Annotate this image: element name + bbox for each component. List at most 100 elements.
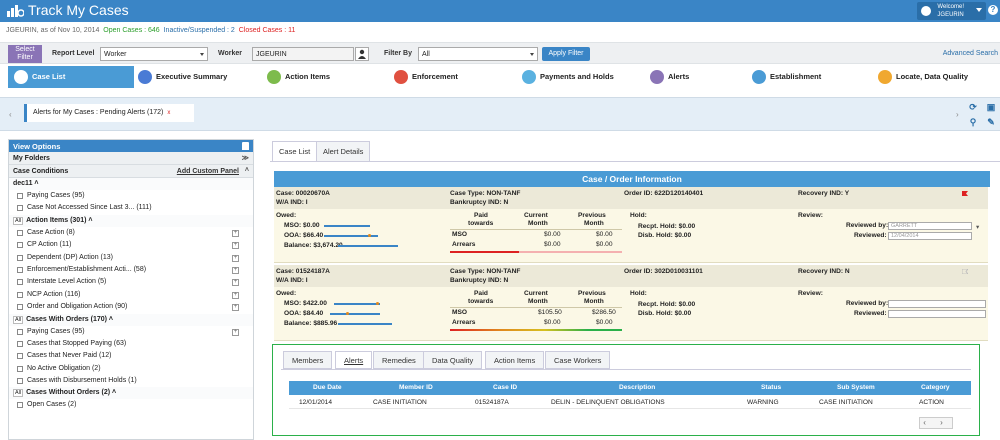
- apply-filter-button[interactable]: Apply Filter: [542, 47, 590, 61]
- nav-locate-data-quality[interactable]: Locate, Data Quality: [878, 66, 1000, 88]
- list-item[interactable]: CP Action (11) +: [9, 239, 253, 251]
- closed-cases-link[interactable]: Closed Cases : 11: [238, 27, 296, 34]
- inactive-cases-link[interactable]: Inactive/Suspended : 2: [163, 27, 235, 34]
- reviewed-by-input[interactable]: GARRETT: [888, 222, 972, 230]
- nav-alerts[interactable]: Alerts: [650, 66, 746, 88]
- location-pin-icon: [878, 70, 892, 84]
- refresh-icon[interactable]: ⟳: [969, 102, 977, 112]
- list-item[interactable]: Dependent (DP) Action (13) +: [9, 252, 253, 264]
- reviewed-date-input[interactable]: [888, 310, 986, 318]
- advanced-search-link[interactable]: Advanced Search: [942, 50, 998, 57]
- flag-icon[interactable]: [962, 269, 968, 274]
- case-type: Case Type: NON-TANF: [450, 190, 521, 197]
- nav-enforcement[interactable]: Enforcement: [394, 66, 512, 88]
- add-custom-panel-link[interactable]: Add Custom Panel: [176, 168, 239, 175]
- search-icon[interactable]: ⚲: [969, 117, 977, 127]
- expand-icon[interactable]: +: [232, 266, 239, 274]
- tab-remedies[interactable]: Remedies: [373, 351, 425, 369]
- nav-action-items[interactable]: Action Items: [267, 66, 385, 88]
- worker-lookup-button[interactable]: [355, 47, 369, 61]
- lock-icon[interactable]: [242, 142, 249, 150]
- save-icon[interactable]: ▣: [986, 102, 996, 112]
- mso-bar: [334, 303, 380, 305]
- list-item[interactable]: Case Action (8) +: [9, 227, 253, 239]
- list-item[interactable]: Cases that Never Paid (12): [9, 350, 253, 362]
- checkbox[interactable]: [17, 402, 23, 409]
- checkbox[interactable]: [17, 193, 23, 199]
- list-item[interactable]: Enforcement/Establishment Acti... (58) +: [9, 264, 253, 276]
- checkbox[interactable]: [17, 378, 23, 385]
- checkbox[interactable]: [17, 205, 23, 212]
- checkbox[interactable]: [17, 266, 23, 273]
- checkbox[interactable]: [17, 254, 23, 261]
- expand-icon[interactable]: +: [232, 304, 239, 312]
- flag-icon[interactable]: [962, 191, 968, 196]
- home-icon: [138, 70, 152, 84]
- recovery-ind: Recovery IND: Y: [798, 190, 850, 197]
- expand-icon[interactable]: +: [232, 279, 239, 287]
- list-item[interactable]: Order and Obligation Action (90) +: [9, 301, 253, 313]
- list-item[interactable]: Case Not Accessed Since Last 3... (111): [9, 202, 253, 214]
- nav-payments-holds[interactable]: Payments and Holds: [522, 66, 640, 88]
- expand-icon[interactable]: +: [232, 328, 239, 336]
- table-row[interactable]: 12/01/2014 CASE INITIATION 01524187A DEL…: [289, 395, 971, 409]
- list-item[interactable]: Cases that Stopped Paying (63): [9, 338, 253, 350]
- filter-by-select[interactable]: All: [418, 47, 538, 61]
- case-card[interactable]: Case: 00020670A W/A IND: I Case Type: NO…: [274, 187, 988, 263]
- tab-alerts[interactable]: Alerts: [335, 351, 373, 369]
- nav-executive-summary[interactable]: Executive Summary: [138, 66, 256, 88]
- report-level-select[interactable]: Worker: [100, 47, 208, 61]
- expand-icon[interactable]: +: [232, 229, 239, 237]
- reviewed-by-input[interactable]: [888, 300, 986, 308]
- chevron-right-icon[interactable]: ›: [956, 110, 959, 119]
- tab-alert-details[interactable]: Alert Details: [316, 141, 371, 161]
- reviewed-date-input[interactable]: 12/04/2014: [888, 232, 972, 240]
- list-item[interactable]: Paying Cases (95) +: [9, 326, 253, 338]
- pending-alerts-chip[interactable]: Alerts for My Cases : Pending Alerts (17…: [24, 104, 194, 122]
- my-folders-header[interactable]: My Folders ≫: [9, 152, 253, 165]
- checkbox[interactable]: [17, 340, 23, 347]
- list-item[interactable]: Cases with Disbursement Holds (1): [9, 375, 253, 387]
- without-orders-group[interactable]: All Cases Without Orders (2) ˄: [9, 387, 253, 400]
- chevron-up-icon[interactable]: ˄: [244, 167, 249, 174]
- user-menu[interactable]: Welcome! JGEURIN: [917, 2, 986, 20]
- nav-establishment[interactable]: Establishment: [752, 66, 870, 88]
- expand-icon[interactable]: +: [232, 291, 239, 299]
- checkbox[interactable]: [17, 353, 23, 360]
- tab-case-list[interactable]: Case List: [272, 141, 318, 162]
- help-icon[interactable]: ?: [988, 5, 998, 15]
- checkbox[interactable]: [17, 365, 23, 372]
- list-item[interactable]: NCP Action (116) +: [9, 289, 253, 301]
- action-items-group[interactable]: All Action Items (301) ˄: [9, 214, 253, 227]
- tab-members[interactable]: Members: [283, 351, 333, 369]
- checkbox[interactable]: [17, 304, 23, 311]
- case-card[interactable]: Case: 01524187A W/A IND: I Case Type: NO…: [274, 265, 988, 341]
- collapse-icon[interactable]: ≫: [241, 155, 249, 162]
- chevron-left-icon[interactable]: ‹: [9, 110, 12, 119]
- close-icon[interactable]: x: [167, 110, 171, 116]
- list-item[interactable]: Paying Cases (95): [9, 190, 253, 202]
- open-cases-link[interactable]: Open Cases : 646: [103, 27, 160, 34]
- list-item[interactable]: Open Cases (2): [9, 399, 253, 411]
- worker-input[interactable]: JGEURIN: [252, 47, 354, 61]
- list-item[interactable]: No Active Obligation (2): [9, 363, 253, 375]
- folder-dec11[interactable]: dec11 ˄: [9, 178, 253, 190]
- expand-icon[interactable]: +: [232, 242, 239, 250]
- checkbox[interactable]: [17, 291, 23, 298]
- checkbox[interactable]: [17, 229, 23, 236]
- eraser-icon[interactable]: ✎: [987, 117, 995, 127]
- checkbox[interactable]: [17, 242, 23, 249]
- nav-case-list[interactable]: Case List: [8, 66, 134, 88]
- list-item[interactable]: Interstate Level Action (5) +: [9, 276, 253, 288]
- with-orders-group[interactable]: All Cases With Orders (170) ˄: [9, 313, 253, 326]
- ooa-owed: OOA: $66.40: [284, 232, 324, 239]
- table-pager[interactable]: ‹ ›: [919, 417, 953, 429]
- checkbox[interactable]: [17, 279, 23, 286]
- select-filter-button[interactable]: Select Filter: [8, 45, 42, 63]
- expand-row-icon[interactable]: ▾: [976, 224, 980, 231]
- expand-icon[interactable]: +: [232, 254, 239, 262]
- tab-action-items[interactable]: Action Items: [485, 351, 545, 369]
- checkbox[interactable]: [17, 328, 23, 335]
- tab-case-workers[interactable]: Case Workers: [545, 351, 611, 369]
- tab-data-quality[interactable]: Data Quality: [423, 351, 483, 369]
